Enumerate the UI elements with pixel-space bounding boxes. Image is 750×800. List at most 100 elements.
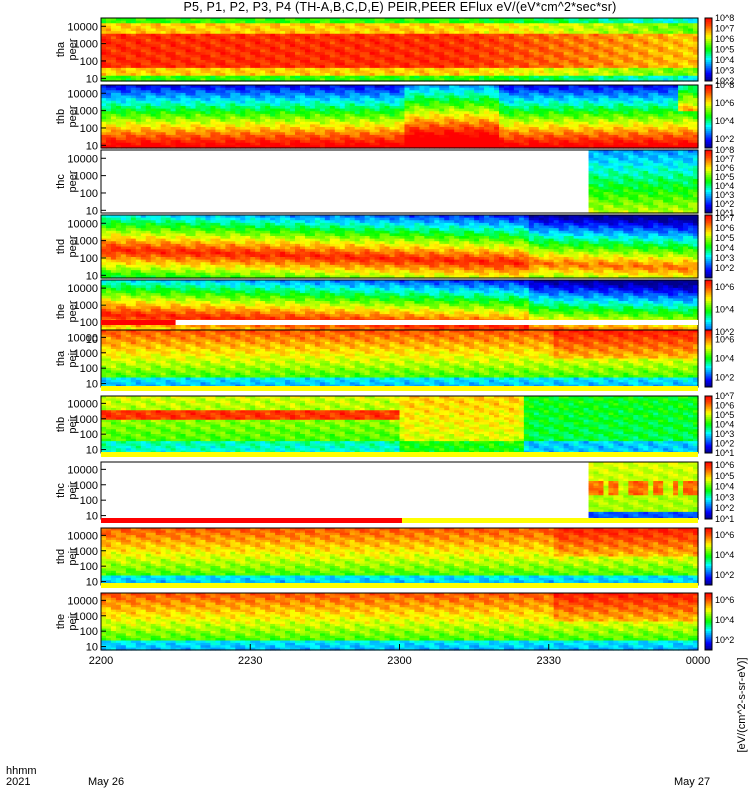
panel-frame	[100, 214, 699, 279]
colorbar-swatch	[705, 500, 712, 503]
colorbar-swatch	[705, 352, 712, 356]
colorbar-swatch	[705, 187, 712, 191]
y-tick-label: 1000	[74, 348, 98, 360]
panel-frame	[100, 84, 699, 149]
colorbar-swatch	[705, 309, 712, 312]
colorbar-swatch	[705, 124, 712, 128]
colorbar-swatch	[705, 375, 712, 378]
colorbar-swatch	[705, 413, 712, 416]
colorbar-swatch	[705, 233, 712, 237]
footer-end-date: May 27	[674, 777, 710, 788]
colorbar-tick-label: 10^7	[715, 391, 734, 401]
colorbar-swatch	[705, 345, 712, 348]
colorbar-swatch	[705, 577, 712, 580]
y-tick-label: 10	[86, 511, 98, 523]
colorbar-swatch	[705, 552, 712, 556]
colorbar-swatch	[705, 509, 712, 512]
colorbar-swatch	[705, 409, 712, 412]
colorbar-tick-label: 10^2	[715, 199, 734, 209]
colorbar-tick-label: 10^2	[715, 439, 734, 449]
colorbar-swatch	[705, 112, 712, 115]
colorbar-frame	[704, 461, 713, 520]
colorbar-swatch	[705, 333, 712, 337]
spectrogram-cells	[588, 462, 699, 520]
colorbar-swatch	[705, 261, 712, 264]
colorbar-swatch	[705, 443, 712, 446]
colorbar-swatch	[705, 529, 712, 533]
colorbar-tick-label: 10^5	[715, 172, 734, 182]
colorbar-tick-label: 10^4	[715, 550, 734, 560]
colorbar-swatch	[705, 350, 712, 354]
colorbar-swatch	[705, 548, 712, 552]
colorbar-tick-label: 10^4	[715, 116, 734, 126]
y-tick-label: 1000	[74, 39, 98, 51]
colorbar-swatch	[705, 581, 712, 584]
colorbar-swatch	[705, 356, 712, 359]
y-tick-label: 10000	[67, 21, 98, 33]
colorbar-swatch	[705, 481, 712, 484]
colorbar-swatch	[705, 517, 712, 520]
y-tick-label: 10	[86, 642, 98, 654]
panel-label: thapeir	[55, 349, 79, 368]
colorbar-swatch	[705, 638, 712, 641]
colorbar-swatch	[705, 313, 712, 317]
colorbar-tick-label: 10^4	[715, 304, 734, 314]
colorbar-swatch	[705, 451, 712, 454]
colorbar-swatch	[705, 467, 712, 471]
colorbar-swatch	[705, 24, 712, 27]
colorbar-swatch	[705, 339, 712, 342]
colorbar-swatch	[705, 337, 712, 340]
colorbar-tick-label: 10^4	[715, 615, 734, 625]
colorbar-swatch	[705, 20, 712, 23]
colorbar-swatch	[705, 383, 712, 386]
panel-label: thcpeer	[55, 170, 79, 192]
colorbar-swatch	[705, 236, 712, 239]
colorbar-swatch	[705, 358, 712, 361]
colorbar-swatch	[705, 469, 712, 472]
colorbar-swatch	[705, 43, 712, 46]
colorbar-swatch	[705, 539, 712, 542]
colorbar-swatch	[705, 185, 712, 189]
colorbar-swatch	[705, 579, 712, 582]
colorbar-swatch	[705, 47, 712, 50]
colorbar: 10^810^710^610^510^410^310^210^1	[704, 145, 734, 218]
chart-title: P5, P1, P2, P3, P4 (TH-A,B,C,D,E) PEIR,P…	[100, 0, 700, 16]
colorbar-swatch	[705, 221, 712, 224]
colorbar-swatch	[705, 428, 712, 431]
colorbar-swatch	[705, 231, 712, 235]
colorbar-swatch	[705, 271, 712, 275]
colorbar-swatch	[705, 407, 712, 410]
colorbar-tick-label: 10^8	[715, 80, 734, 90]
colorbar-swatch	[705, 490, 712, 493]
colorbar-tick-label: 10^7	[715, 213, 734, 223]
x-tick-label: 2330	[537, 655, 561, 667]
colorbar-tick-label: 10^2	[715, 570, 734, 580]
colorbar-swatch	[705, 127, 712, 130]
y-tick-label: 10	[86, 140, 98, 152]
colorbar-swatch	[705, 636, 712, 640]
colorbar-frame	[704, 84, 713, 149]
colorbar-swatch	[705, 133, 712, 136]
footer-time-label: hhmm	[6, 766, 37, 777]
colorbar-unit-label: [eV/(cm^2-s-sr-eV)]	[736, 658, 748, 753]
colorbar-swatch	[705, 110, 712, 113]
panel-frame	[100, 17, 699, 82]
colorbar-swatch	[705, 72, 712, 76]
mode-bar-segment	[101, 320, 176, 325]
colorbar-swatch	[705, 99, 712, 103]
colorbar-swatch	[705, 154, 712, 157]
mode-bar	[101, 452, 698, 457]
colorbar-swatch	[705, 403, 712, 406]
colorbar-swatch	[705, 422, 712, 425]
colorbar-swatch	[705, 610, 712, 613]
colorbar-swatch	[705, 55, 712, 59]
colorbar-swatch	[705, 26, 712, 29]
colorbar-swatch	[705, 447, 712, 450]
y-tick-label: 10	[86, 270, 98, 282]
colorbar-tick-label: 10^2	[715, 134, 734, 144]
colorbar-swatch	[705, 259, 712, 262]
colorbar-swatch	[705, 648, 712, 651]
colorbar-swatch	[705, 244, 712, 247]
colorbar-tick-label: 10^8	[715, 145, 734, 155]
colorbar-swatch	[705, 411, 712, 414]
